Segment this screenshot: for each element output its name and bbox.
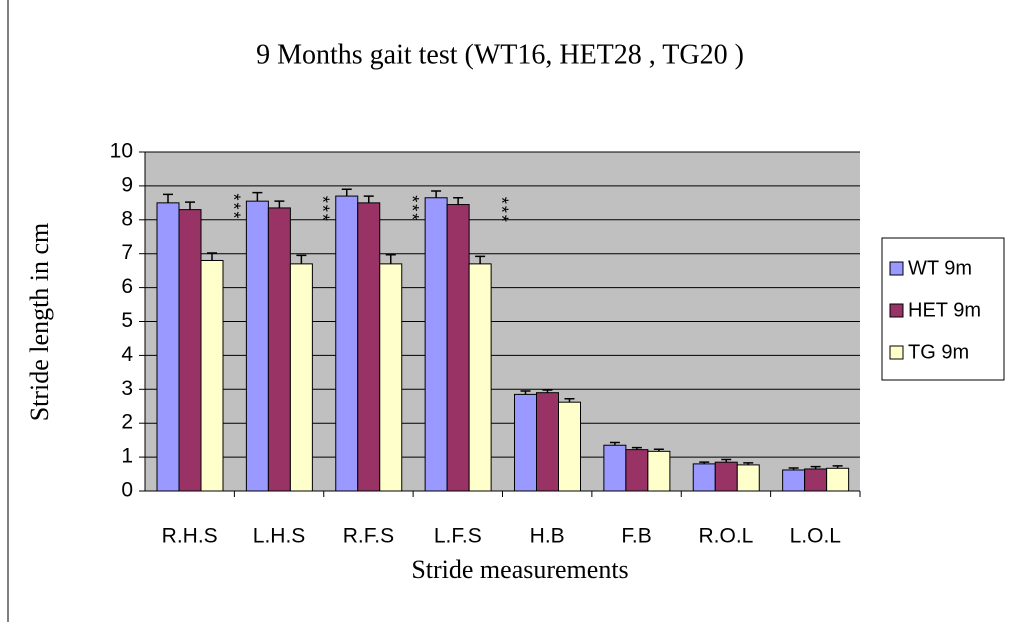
y-tick-label: 2: [121, 411, 133, 434]
bar: [514, 393, 537, 492]
error-bar: [653, 448, 664, 452]
annotation: ***: [313, 196, 333, 223]
bar: [178, 209, 202, 492]
y-tick-label: 7: [121, 241, 133, 264]
x-tick-label: L.H.S: [253, 525, 306, 548]
x-tick-label: L.O.L: [790, 525, 841, 548]
error-bar: [699, 461, 710, 464]
bar: [625, 449, 649, 492]
legend-swatch: [889, 345, 904, 360]
error-bar: [385, 253, 396, 264]
error-bar: [185, 201, 195, 210]
bar: [692, 463, 716, 492]
bar: [156, 202, 180, 492]
bar: [826, 467, 850, 492]
annotation: ***: [223, 194, 243, 221]
bar: [379, 263, 403, 492]
bar: [782, 469, 806, 492]
error-bar: [341, 188, 352, 197]
x-tick-label: R.O.L: [699, 525, 754, 548]
x-tick-label: L.F.S: [434, 525, 482, 548]
annotation: ***: [402, 195, 422, 222]
error-bar: [274, 200, 285, 208]
error-bar: [743, 462, 754, 465]
bar: [736, 464, 760, 492]
error-bar: [832, 465, 843, 469]
bar: [424, 197, 448, 492]
error-bar: [252, 191, 263, 202]
error-bar: [609, 441, 620, 446]
error-bar: [453, 197, 464, 205]
bar: [804, 468, 828, 492]
legend-swatch: [889, 303, 904, 318]
bar: [536, 392, 559, 492]
y-tick-label: 6: [121, 275, 133, 298]
y-tick-label: 3: [121, 377, 133, 400]
error-bar: [296, 254, 307, 264]
bar: [289, 263, 313, 492]
y-tick-label: 1: [121, 445, 133, 468]
annotation: ***: [491, 197, 511, 224]
legend-label: WT 9m: [908, 257, 972, 279]
bar: [647, 450, 671, 492]
y-tick-label: 0: [121, 479, 133, 502]
error-bar: [363, 195, 374, 203]
bar: [468, 263, 492, 492]
error-bar: [810, 465, 821, 469]
y-axis-label: Stride length in cm: [25, 223, 54, 422]
bar: [200, 259, 224, 492]
bar: [267, 207, 291, 492]
error-bar: [431, 190, 442, 198]
x-tick-label: H.B: [530, 525, 565, 548]
x-tick-label: R.H.S: [162, 525, 218, 548]
chart-title: 9 Months gait test (WT16, HET28 , TG20 ): [256, 39, 744, 70]
legend-label: HET 9m: [908, 299, 981, 321]
y-tick-label: 9: [121, 173, 133, 196]
error-bar: [163, 193, 173, 203]
error-bar: [788, 467, 799, 470]
bar: [558, 401, 581, 492]
x-axis-label: Stride measurements: [411, 555, 628, 584]
error-bar: [631, 446, 642, 450]
x-tick-label: R.F.S: [343, 525, 394, 548]
bar: [446, 204, 470, 492]
x-tick-label: F.B: [621, 525, 651, 548]
error-bar: [542, 389, 553, 393]
bar: [603, 444, 627, 492]
error-bar: [721, 458, 732, 463]
y-tick-label: 5: [121, 309, 133, 332]
error-bar: [207, 252, 217, 261]
y-tick-label: 4: [121, 343, 133, 366]
bar: [714, 461, 738, 492]
legend-swatch: [889, 261, 904, 276]
error-bar: [564, 398, 575, 403]
legend-label: TG 9m: [908, 341, 969, 363]
bar: [357, 202, 381, 492]
y-tick-label: 10: [110, 140, 133, 163]
bar: [335, 195, 359, 492]
bar: [245, 200, 269, 492]
error-bar: [475, 255, 486, 264]
error-bar: [520, 390, 531, 395]
y-tick-label: 8: [121, 207, 133, 230]
